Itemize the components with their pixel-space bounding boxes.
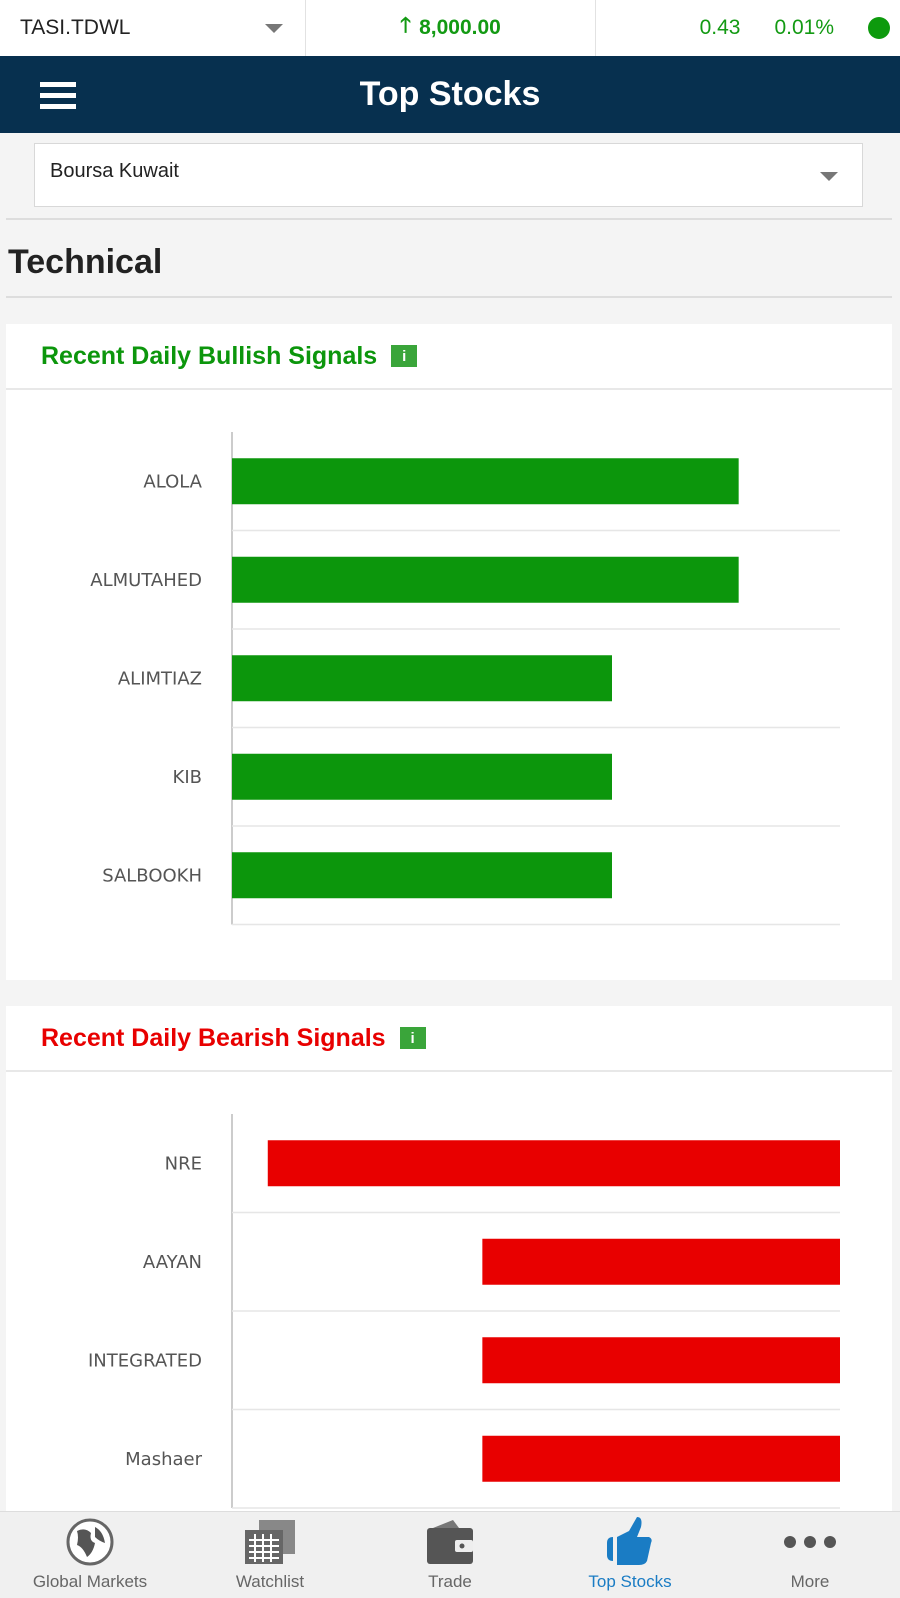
- bullish-title: Recent Daily Bullish Signals: [41, 341, 378, 370]
- nav-top-stocks[interactable]: Top Stocks: [540, 1512, 720, 1598]
- ticker-bar: TASI.TDWL 🡑 8,000.00 0.43 0.01%: [0, 0, 900, 56]
- divider: [6, 296, 892, 298]
- more-dots-icon: [783, 1518, 837, 1566]
- market-select[interactable]: Boursa Kuwait: [34, 143, 863, 207]
- nav-watchlist[interactable]: Watchlist: [180, 1512, 360, 1598]
- hamburger-menu-icon[interactable]: [40, 82, 76, 115]
- index-value: 8,000.00: [419, 16, 501, 39]
- thumbs-up-icon: [605, 1517, 655, 1566]
- category-label: ALIMTIAZ: [118, 668, 202, 689]
- category-label: ALOLA: [143, 471, 202, 492]
- wallet-icon: [425, 1518, 475, 1566]
- category-label: ALMUTAHED: [90, 570, 202, 591]
- chevron-down-icon: [820, 172, 838, 181]
- bar-alimtiaz: [232, 655, 612, 702]
- category-label: AAYAN: [143, 1252, 202, 1273]
- section-title: Technical: [8, 243, 163, 281]
- bearish-chart: NRE AAYAN INTEGRATED Mashaer: [88, 1114, 840, 1509]
- page-title: Top Stocks: [359, 75, 541, 113]
- globe-icon: [65, 1518, 115, 1566]
- nav-more[interactable]: More: [720, 1512, 900, 1598]
- market-status-icon: [868, 17, 890, 39]
- category-label: SALBOOKH: [102, 865, 202, 886]
- bar-mashaer: [482, 1435, 840, 1482]
- index-change: 0.43: [699, 16, 741, 39]
- bar-integrated: [482, 1337, 840, 1384]
- symbol-label: TASI.TDWL: [20, 16, 131, 39]
- bearish-title: Recent Daily Bearish Signals: [41, 1023, 386, 1052]
- bar-almutahed: [232, 556, 739, 603]
- arrow-up-icon: 🡑: [400, 13, 412, 37]
- divider: [6, 218, 892, 220]
- info-icon[interactable]: i: [399, 1027, 426, 1049]
- bottom-nav: Global Markets Watchlist Trade Top Stock…: [0, 1511, 900, 1598]
- calendar-grid-icon: [243, 1518, 297, 1566]
- symbol-selector[interactable]: TASI.TDWL: [0, 0, 306, 56]
- bar-nre: [267, 1140, 840, 1187]
- bar-salbookh: [232, 852, 612, 899]
- app-header: Top Stocks: [0, 56, 900, 133]
- bullish-card: Recent Daily Bullish Signals i ALOLA ALMUT…: [6, 324, 892, 980]
- nav-trade[interactable]: Trade: [360, 1512, 540, 1598]
- index-change-pct: 0.01%: [774, 16, 834, 39]
- chevron-down-icon: [265, 23, 283, 33]
- market-select-value: Boursa Kuwait: [50, 160, 179, 182]
- category-label: INTEGRATED: [88, 1350, 202, 1371]
- bar-kib: [232, 753, 612, 800]
- info-icon[interactable]: i: [391, 345, 418, 367]
- bar-alola: [232, 458, 739, 505]
- category-label: Mashaer: [125, 1449, 202, 1470]
- bearish-card: Recent Daily Bearish Signals i NRE AAYAN IN…: [6, 1006, 892, 1516]
- bullish-chart: ALOLA ALMUTAHED ALIMTIAZ KIB SALBOOKH: [90, 432, 840, 926]
- nav-global-markets[interactable]: Global Markets: [0, 1512, 180, 1598]
- bar-aayan: [482, 1238, 840, 1285]
- category-label: KIB: [173, 767, 202, 788]
- category-label: NRE: [165, 1153, 202, 1174]
